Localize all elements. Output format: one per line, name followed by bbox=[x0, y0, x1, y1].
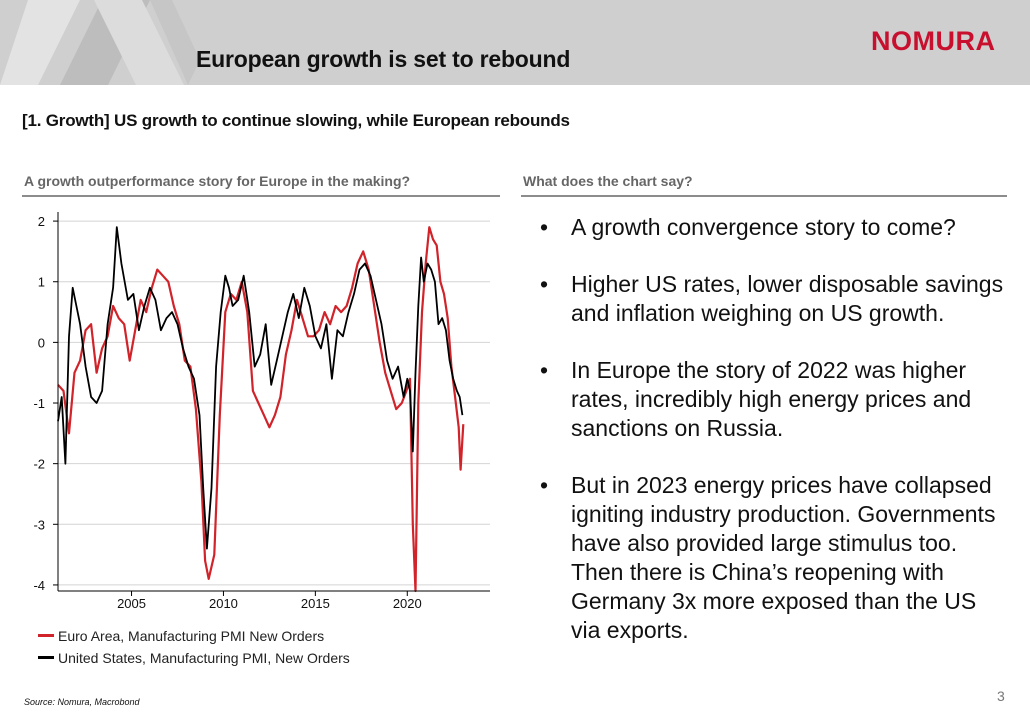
source-note: Source: Nomura, Macrobond bbox=[24, 697, 140, 707]
bullet-dot-icon: • bbox=[540, 357, 549, 383]
axis-layer: 2 1 0 -1 -2 -3 -4 2005 2010 2015 2020 bbox=[33, 212, 490, 608]
x-tick-label: 2010 bbox=[209, 596, 238, 608]
page-number: 3 bbox=[997, 688, 1005, 704]
y-tick-label: -3 bbox=[33, 517, 45, 532]
header-band bbox=[0, 0, 1030, 85]
nomura-logo: NOMURA bbox=[871, 26, 996, 56]
y-tick-label: 0 bbox=[38, 335, 45, 350]
commentary-heading-rule bbox=[521, 195, 1007, 197]
legend-item-us: United States, Manufacturing PMI, New Or… bbox=[38, 650, 350, 666]
bullet-item: • But in 2023 energy prices have collapse… bbox=[538, 471, 1008, 645]
x-tick-label: 2005 bbox=[117, 596, 146, 608]
y-tick-label: -1 bbox=[33, 396, 45, 411]
commentary-heading: What does the chart say? bbox=[523, 173, 693, 189]
bullet-text: But in 2023 energy prices have collapsed… bbox=[571, 472, 996, 643]
bullet-item: • A growth convergence story to come? bbox=[538, 213, 1008, 242]
series-line-euro-area bbox=[57, 226, 465, 593]
chart-heading: A growth outperformance story for Europe… bbox=[24, 173, 411, 189]
bullet-text: Higher US rates, lower disposable saving… bbox=[571, 271, 1004, 326]
bullet-item: • In Europe the story of 2022 was higher … bbox=[538, 356, 1008, 443]
y-tick-label: 1 bbox=[38, 275, 45, 290]
pmi-line-chart: 2 1 0 -1 -2 -3 -4 2005 2010 2015 2020 bbox=[33, 212, 490, 608]
commentary-bullets: • A growth convergence story to come? • Hi… bbox=[538, 213, 1008, 673]
legend-item-eu: Euro Area, Manufacturing PMI New Orders bbox=[38, 628, 324, 644]
legend-label-us: United States, Manufacturing PMI, New Or… bbox=[58, 650, 350, 666]
bullet-dot-icon: • bbox=[540, 214, 549, 240]
bullet-text: A growth convergence story to come? bbox=[571, 214, 956, 240]
legend-swatch-us bbox=[38, 655, 54, 659]
x-tick-label: 2020 bbox=[393, 596, 422, 608]
x-tick-label: 2015 bbox=[301, 596, 330, 608]
bullet-text: In Europe the story of 2022 was higher r… bbox=[571, 357, 972, 441]
legend-swatch-eu bbox=[38, 633, 54, 637]
bullet-dot-icon: • bbox=[540, 472, 549, 498]
series-line-united-states bbox=[57, 226, 464, 550]
y-tick-label: -4 bbox=[33, 578, 45, 593]
grid-layer bbox=[58, 220, 490, 586]
chart-heading-rule bbox=[22, 195, 500, 197]
y-tick-label: 2 bbox=[38, 214, 45, 229]
bullet-item: • Higher US rates, lower disposable savin… bbox=[538, 270, 1008, 328]
header-chevron-graphic bbox=[0, 0, 200, 85]
section-subtitle: [1. Growth] US growth to continue slowin… bbox=[22, 111, 570, 130]
slide-title: European growth is set to rebound bbox=[196, 46, 571, 72]
bullet-dot-icon: • bbox=[540, 271, 549, 297]
series-layer bbox=[57, 226, 465, 593]
y-tick-label: -2 bbox=[33, 457, 45, 472]
legend-label-eu: Euro Area, Manufacturing PMI New Orders bbox=[58, 628, 325, 644]
